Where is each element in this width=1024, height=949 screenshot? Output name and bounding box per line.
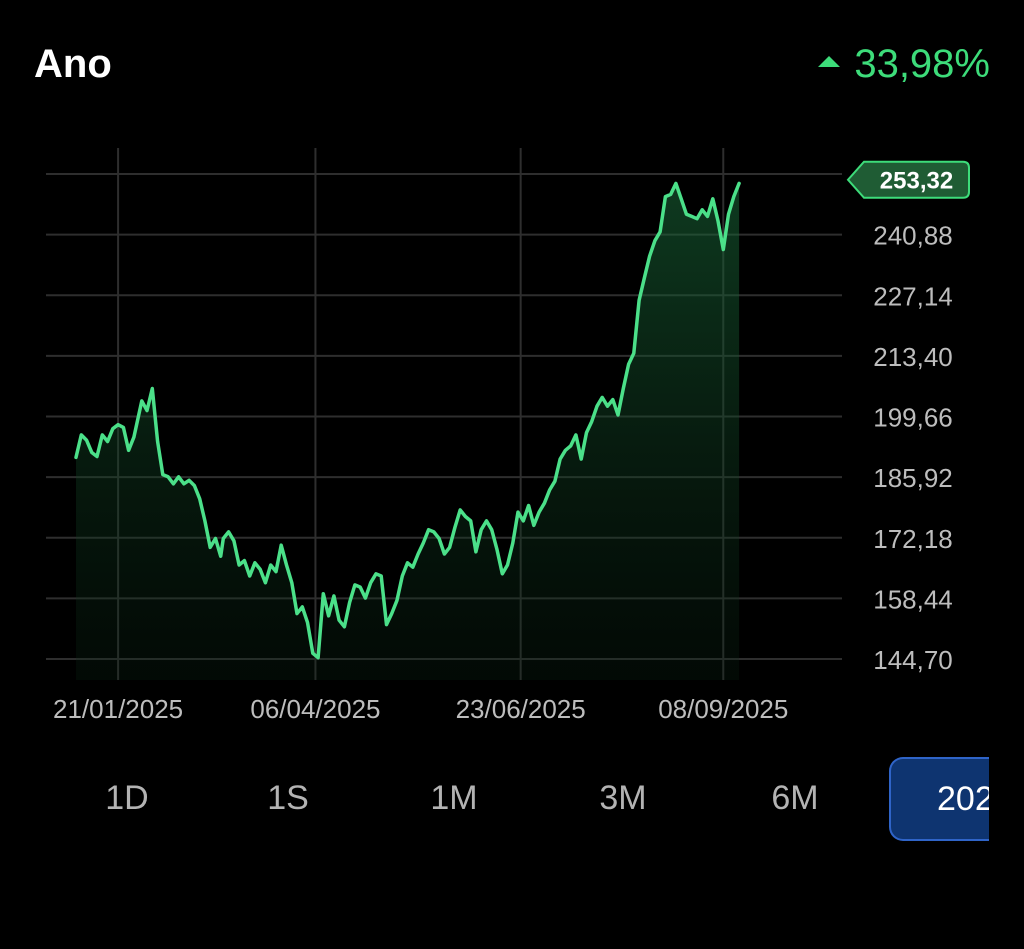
x-axis-labels: 21/01/2025 06/04/2025 23/06/2025 08/09/2025: [53, 694, 788, 724]
change-indicator: 33,98%: [818, 42, 990, 87]
last-value-badge-shape: [846, 160, 970, 199]
chart-area-fill: [76, 183, 740, 680]
range-button-6m[interactable]: 6M: [771, 779, 819, 817]
chart-series-line: [74, 181, 741, 660]
x-tick-label-0: 21/01/2025: [53, 694, 183, 724]
x-tick-label-2: 23/06/2025: [456, 694, 586, 724]
y-tick-label-1: 158,44: [873, 584, 953, 614]
y-tick-label-7: 240,88: [873, 221, 953, 251]
y-axis-labels: 144,70 158,44 172,18 185,92 199,66 213,40 227,…: [873, 221, 953, 675]
range-button-year[interactable]: 202: [889, 757, 989, 841]
y-tick-label-3: 185,92: [873, 463, 953, 493]
period-title: Ano: [34, 42, 112, 86]
y-tick-label-2: 172,18: [873, 524, 953, 554]
up-triangle-icon: [818, 56, 841, 67]
y-tick-label-6: 227,14: [873, 281, 953, 311]
x-tick-label-1: 06/04/2025: [250, 694, 380, 724]
range-button-1s[interactable]: 1S: [267, 779, 309, 817]
last-value-label: 253,32: [880, 168, 953, 195]
y-tick-label-5: 213,40: [873, 342, 953, 372]
range-selector: 1D 1S 1M 3M 6M 202: [0, 755, 1024, 845]
range-button-1m[interactable]: 1M: [430, 779, 478, 817]
price-chart[interactable]: 144,70 158,44 172,18 185,92 199,66 213,40 227,…: [0, 0, 1024, 740]
y-tick-label-4: 199,66: [873, 403, 953, 433]
last-value-badge: 253,32: [846, 160, 970, 199]
range-button-year-label: 202: [937, 780, 989, 818]
y-tick-label-0: 144,70: [873, 645, 953, 675]
x-tick-label-3: 08/09/2025: [658, 694, 788, 724]
range-button-3m[interactable]: 3M: [599, 779, 647, 817]
change-percent: 33,98%: [854, 42, 990, 86]
range-button-1d[interactable]: 1D: [105, 779, 149, 817]
